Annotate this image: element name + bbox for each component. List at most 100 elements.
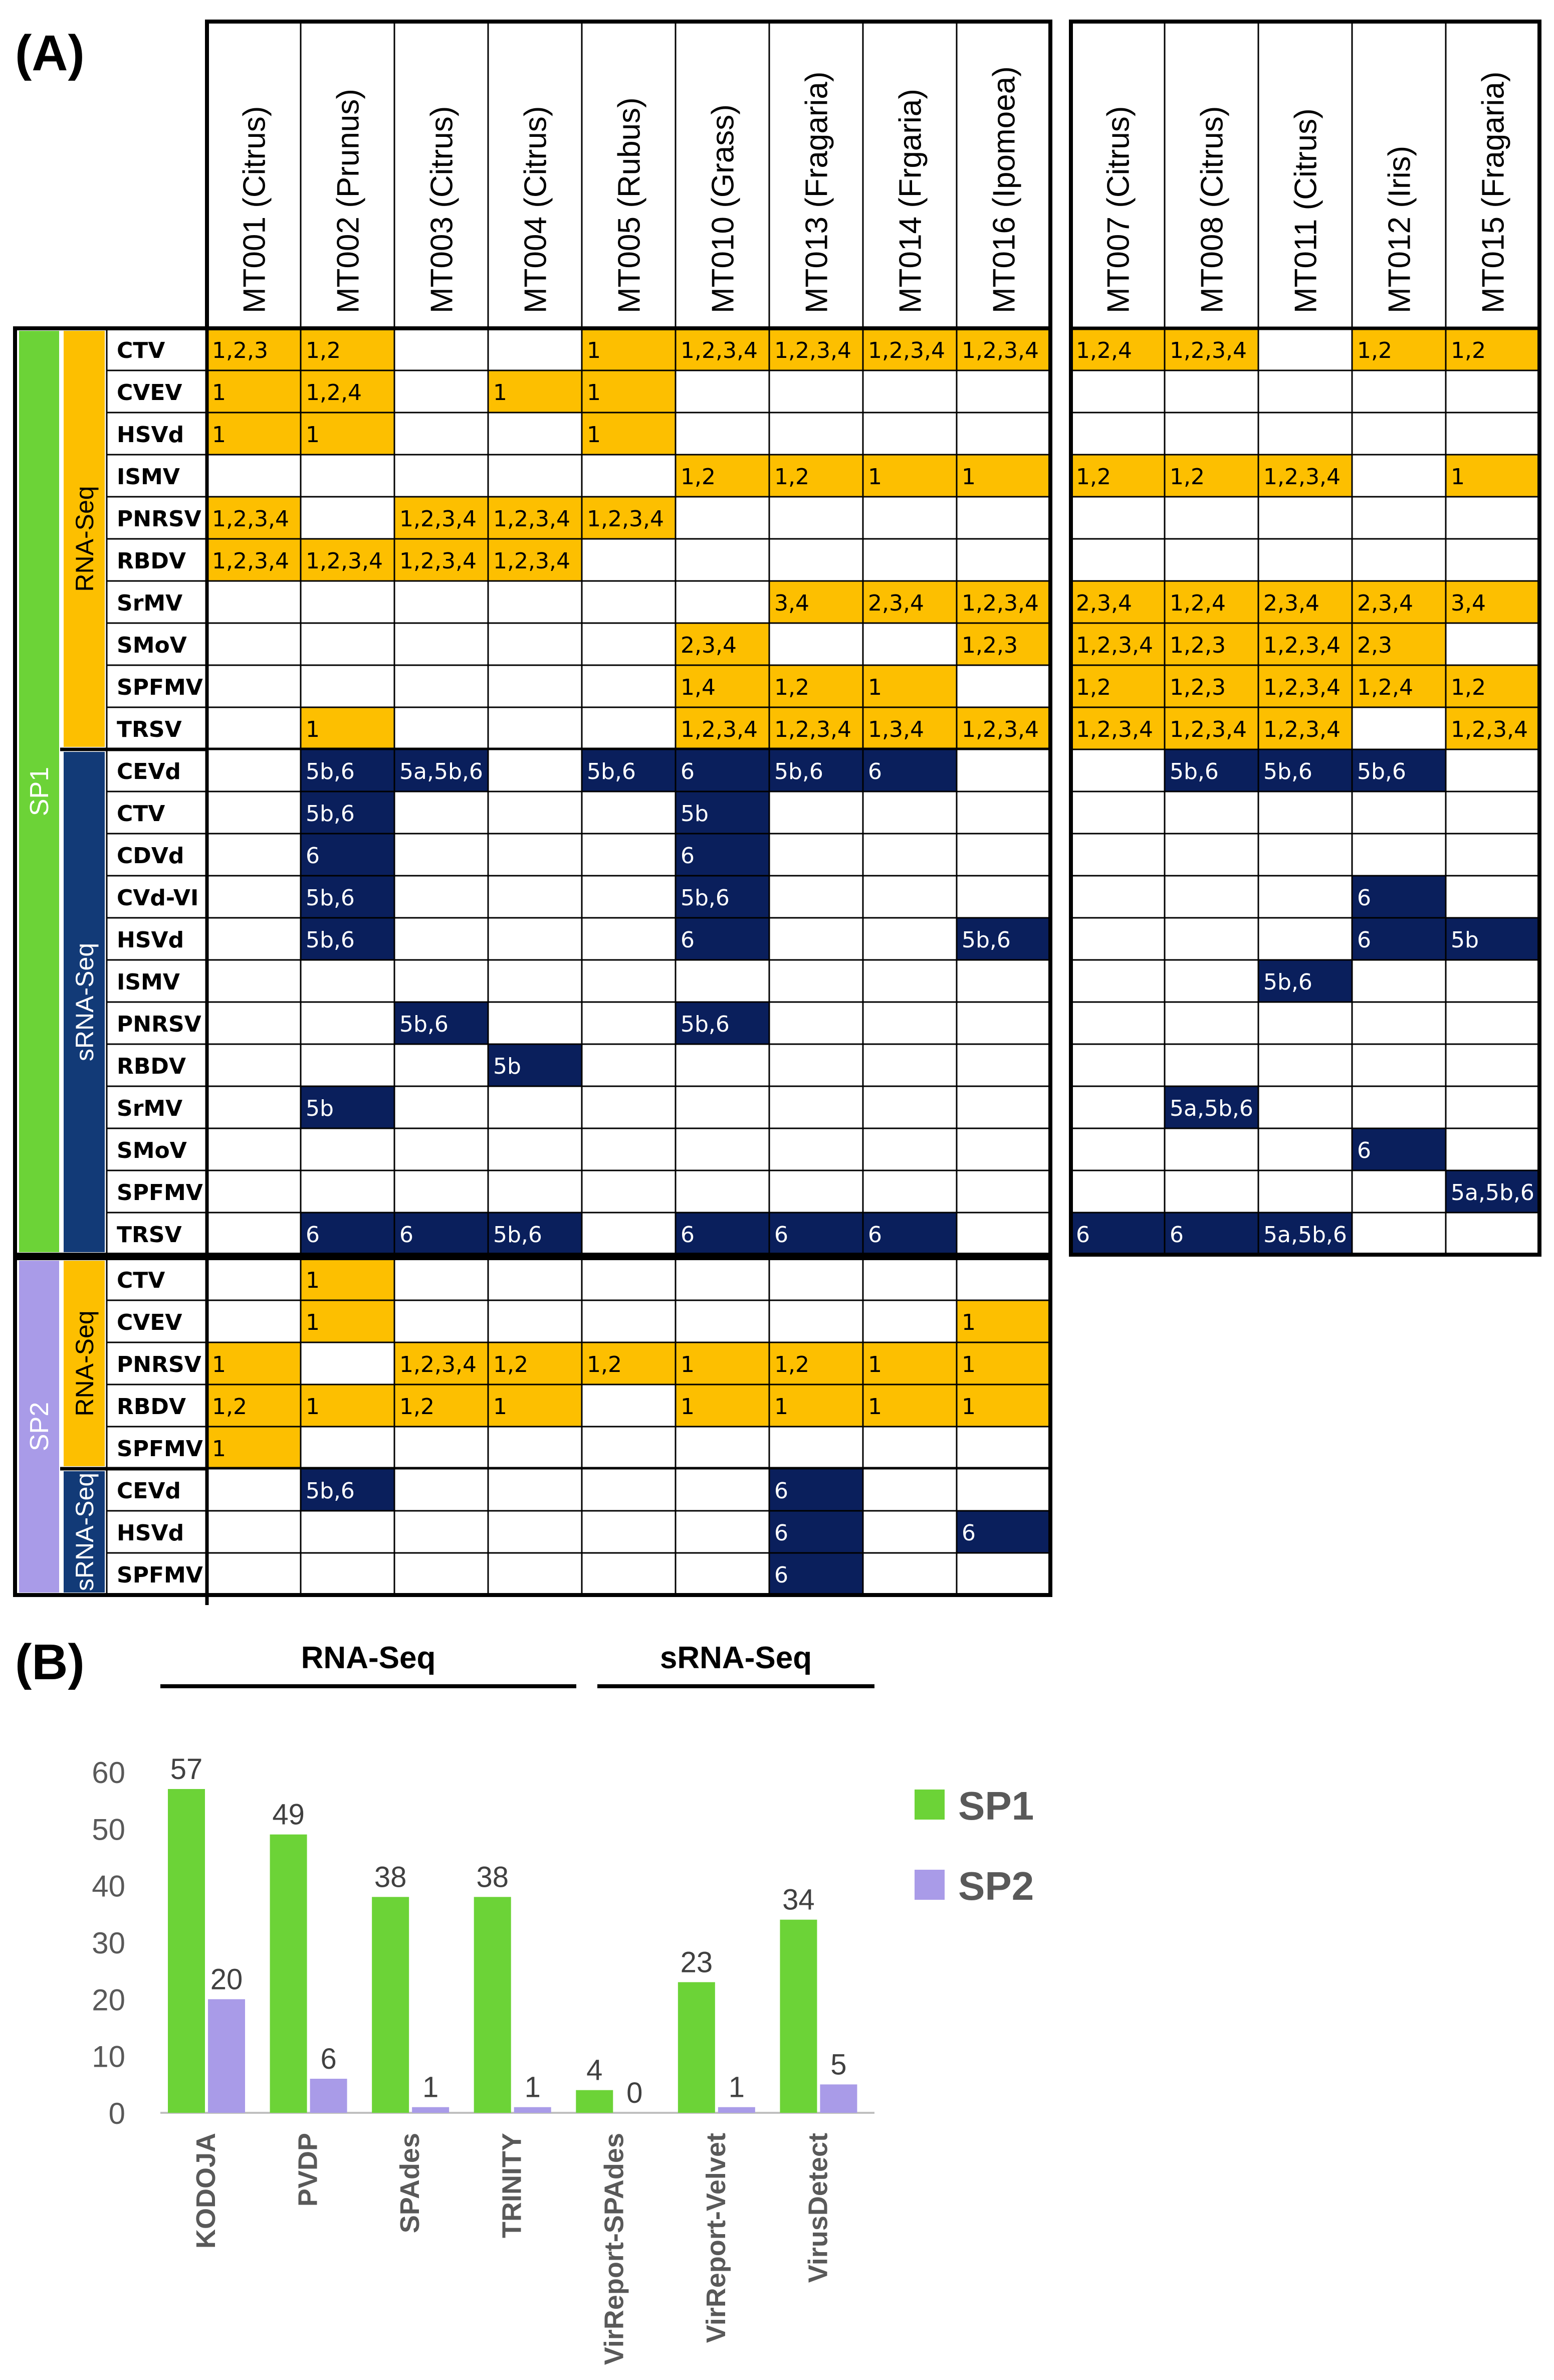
detection-cell: [487, 1299, 583, 1343]
detection-cell: [581, 790, 677, 835]
detection-value: 1,2,3: [1170, 675, 1226, 700]
detection-value: 2,3,4: [1263, 590, 1319, 616]
detection-cell: [393, 1085, 489, 1129]
detection-value: 6: [1170, 1222, 1184, 1248]
detection-cell: [1257, 664, 1353, 708]
detection-value: 6: [681, 759, 695, 784]
virus-label: HSVd: [117, 1520, 184, 1546]
detection-cell: [206, 580, 302, 624]
detection-cell: [768, 833, 864, 877]
detection-cell: [956, 1127, 1051, 1171]
virus-label: CVEV: [117, 1310, 182, 1335]
detection-cell: [1257, 1212, 1353, 1256]
detection-cell: [675, 664, 770, 708]
detection-cell: [1351, 454, 1447, 498]
panel-a-label: (A): [15, 25, 85, 81]
detection-cell: [675, 1426, 770, 1470]
detection-cell: [581, 1043, 677, 1087]
detection-value: 1,2,3,4: [399, 1352, 477, 1377]
detection-cell: [1257, 538, 1353, 582]
virus-label: CTV: [117, 801, 165, 827]
detection-cell: [1351, 538, 1447, 582]
detection-cell: [1164, 790, 1259, 835]
detection-cell: [862, 369, 958, 414]
detection-cell: [768, 1341, 864, 1385]
detection-cell: [1445, 454, 1540, 498]
bar-value-label: 23: [681, 1946, 713, 1978]
bar-sp1: [168, 1789, 205, 2113]
detection-cell: [487, 1552, 583, 1596]
detection-cell: [862, 1001, 958, 1045]
detection-value: 5b,6: [681, 885, 730, 911]
bar-sp1: [780, 1919, 817, 2113]
detection-cell: [768, 959, 864, 1003]
detection-cell: [768, 1426, 864, 1470]
detection-cell: [1445, 580, 1540, 624]
detection-value: 1: [493, 380, 507, 406]
detection-value: 5b,6: [306, 801, 355, 827]
detection-cell: [300, 1212, 395, 1256]
detection-cell: [581, 1257, 677, 1301]
detection-value: 5b: [493, 1054, 521, 1079]
detection-cell: [862, 1510, 958, 1554]
detection-cell: [300, 1169, 395, 1214]
detection-cell: [206, 1001, 302, 1045]
detection-cell: [768, 369, 864, 414]
virus-label: SrMV: [117, 1096, 182, 1121]
detection-cell: [956, 1043, 1051, 1087]
detection-cell: [1070, 917, 1166, 961]
detection-cell: [487, 833, 583, 877]
detection-cell: [1445, 1085, 1540, 1129]
detection-cell: [206, 790, 302, 835]
detection-cell: [768, 917, 864, 961]
detection-cell: [300, 664, 395, 708]
bar-value-label: 1: [422, 2071, 438, 2104]
detection-cell: [581, 1001, 677, 1045]
detection-cell: [862, 1299, 958, 1343]
detection-cell: [393, 1212, 489, 1256]
detection-cell: [1164, 706, 1259, 750]
bar-sp2: [718, 2107, 755, 2113]
detection-value: 6: [774, 1222, 788, 1248]
detection-cell: [675, 1257, 770, 1301]
detection-value: 6: [681, 1222, 695, 1248]
sample-column-header: MT007 (Citrus): [1101, 106, 1136, 313]
bar-value-label: 57: [170, 1753, 203, 1786]
detection-cell: [1351, 748, 1447, 792]
method-label: sRNA-Seq: [71, 943, 99, 1061]
detection-cell: [675, 454, 770, 498]
detection-value: 5b,6: [306, 759, 355, 784]
detection-cell: [956, 327, 1051, 371]
bar-sp2: [208, 1999, 245, 2113]
detection-cell: [393, 664, 489, 708]
detection-cell: [1257, 1001, 1353, 1045]
detection-value: 1,2: [1170, 464, 1205, 490]
detection-cell: [300, 1426, 395, 1470]
detection-cell: [768, 538, 864, 582]
detection-cell: [1257, 875, 1353, 919]
detection-cell: [956, 790, 1051, 835]
detection-value: 1,2,3: [1170, 633, 1226, 658]
detection-cell: [581, 538, 677, 582]
detection-cell: [393, 412, 489, 456]
detection-cell: [487, 875, 583, 919]
detection-value: 5b,6: [774, 759, 823, 784]
sample-column-header: MT012 (Iris): [1383, 146, 1417, 313]
detection-cell: [675, 369, 770, 414]
detection-cell: [956, 833, 1051, 877]
detection-cell: [487, 790, 583, 835]
detection-value: 1: [212, 1436, 226, 1462]
detection-cell: [581, 1426, 677, 1470]
detection-value: 1,2: [306, 338, 341, 363]
legend-label: SP2: [958, 1864, 1034, 1908]
virus-label: CDVd: [117, 843, 184, 869]
virus-label: SPFMV: [117, 675, 203, 700]
detection-value: 5b,6: [587, 759, 636, 784]
detection-cell: [1070, 1043, 1166, 1087]
detection-cell: [300, 1127, 395, 1171]
detection-cell: [393, 580, 489, 624]
detection-value: 5b,6: [1170, 759, 1219, 784]
detection-cell: [300, 1383, 395, 1428]
detection-cell: [862, 1043, 958, 1087]
